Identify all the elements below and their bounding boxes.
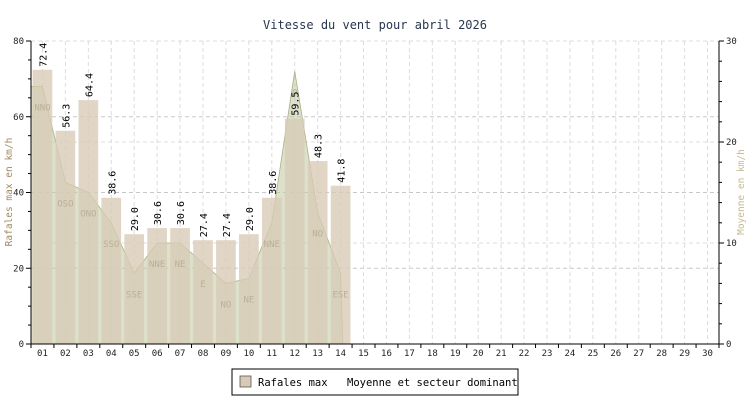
bar-value-label: 48.3 [314,134,325,158]
bar [193,240,213,344]
bar [124,234,145,344]
bar-value-label: 30.6 [176,201,187,225]
x-tick-label: 28 [656,349,667,359]
x-tick-label: 07 [175,349,186,359]
y2-tick-label: 30 [726,37,737,47]
direction-label: NE [175,260,186,270]
x-tick-label: 15 [358,349,369,359]
x-tick-label: 11 [266,349,277,359]
x-tick-label: 29 [679,349,690,359]
direction-label: SSE [126,290,142,300]
y-tick-label: 40 [13,189,24,199]
bar [330,185,351,344]
y-axis-label: Rafales max en km/h [4,138,15,247]
x-tick-label: 09 [221,349,232,359]
chart-title: Vitesse du vent pour abril 2026 [263,18,487,32]
x-tick-label: 19 [450,349,461,359]
x-tick-label: 22 [519,349,530,359]
x-tick-label: 14 [335,349,346,359]
bar-value-label: 38.6 [268,171,279,195]
bar-value-label: 38.6 [107,171,118,195]
bars [32,69,351,345]
bar [78,100,99,345]
bar-value-label: 29.0 [245,207,256,231]
legend-swatch-gusts [239,375,252,388]
x-tick-label: 17 [404,349,415,359]
x-tick-label: 12 [289,349,300,359]
x-tick-label: 10 [243,349,254,359]
direction-label: NNE [264,240,280,250]
bar-value-label: 72.4 [38,43,49,67]
bar-value-label: 29.0 [130,207,141,231]
direction-label: NE [243,295,254,305]
y2-tick-label: 0 [726,340,731,350]
bar [32,69,53,344]
bar-value-labels: 72.4 56.3 64.4 38.6 29.0 30.6 30.6 27.4 27.4 29.0… [38,43,347,238]
x-tick-label: 01 [37,349,48,359]
x-tick-label: 25 [587,349,598,359]
direction-label: E [200,280,205,290]
y-tick-label: 20 [13,264,24,274]
bar [101,197,122,344]
x-tick-label: 02 [60,349,71,359]
x-tick-label: 05 [129,349,140,359]
bar-value-label: 27.4 [199,213,210,237]
bar-value-label: 64.4 [84,73,95,97]
bar-value-label: 30.6 [153,201,164,225]
bar-value-label: 56.3 [61,104,72,128]
bar [261,197,282,344]
direction-label: O [292,88,297,98]
axes [26,40,724,348]
bar-value-label: 59.5 [291,92,302,116]
legend-label-gusts: Rafales max [258,377,328,389]
bar-value-label: 27.4 [222,213,233,237]
x-tick-label: 16 [381,349,392,359]
x-tick-label: 03 [83,349,94,359]
bar [216,240,236,344]
direction-label: ONO [80,210,96,220]
x-tick-label: 30 [702,349,713,359]
x-tick-label: 04 [106,349,117,359]
y2-tick-label: 20 [726,138,737,148]
bar [239,234,259,344]
x-tick-labels: 01 02 03 04 05 06 07 08 09 10 11 12 13 14 15 16 17 18 19 20… [37,349,713,359]
legend-label-average: Moyenne et secteur dominant [347,377,518,389]
legend: Rafales max Moyenne et secteur dominant [231,368,519,396]
bar [55,130,76,344]
y-tick-label: 80 [13,37,24,47]
x-tick-label: 13 [312,349,323,359]
direction-label: OSO [57,199,73,209]
legend-box [231,368,519,396]
direction-label: NNE [149,260,165,270]
direction-label: NNO [34,103,50,113]
x-tick-label: 06 [152,349,163,359]
x-tick-label: 18 [427,349,438,359]
direction-label: NO [221,300,232,310]
y-tick-label: 0 [19,340,24,350]
bar [284,118,305,344]
bar [170,228,190,344]
bar-value-label: 41.8 [337,159,348,183]
x-tick-label: 08 [198,349,209,359]
direction-label: SSO [103,240,119,250]
bar [147,228,167,344]
y2-axis-label: Moyenne en km/h [736,149,747,235]
bar [307,161,328,344]
x-tick-label: 23 [542,349,553,359]
y2-tick-label: 10 [726,239,737,249]
x-tick-label: 21 [496,349,507,359]
y2-tick-labels: 0 10 20 30 [726,37,737,350]
x-tick-label: 27 [633,349,644,359]
x-tick-label: 24 [565,349,576,359]
y-tick-labels: 0 20 40 60 80 [13,37,24,350]
x-tick-label: 20 [473,349,484,359]
direction-label: ESE [332,290,348,300]
direction-label: NO [312,230,323,240]
x-tick-label: 26 [610,349,621,359]
y-tick-label: 60 [13,113,24,123]
